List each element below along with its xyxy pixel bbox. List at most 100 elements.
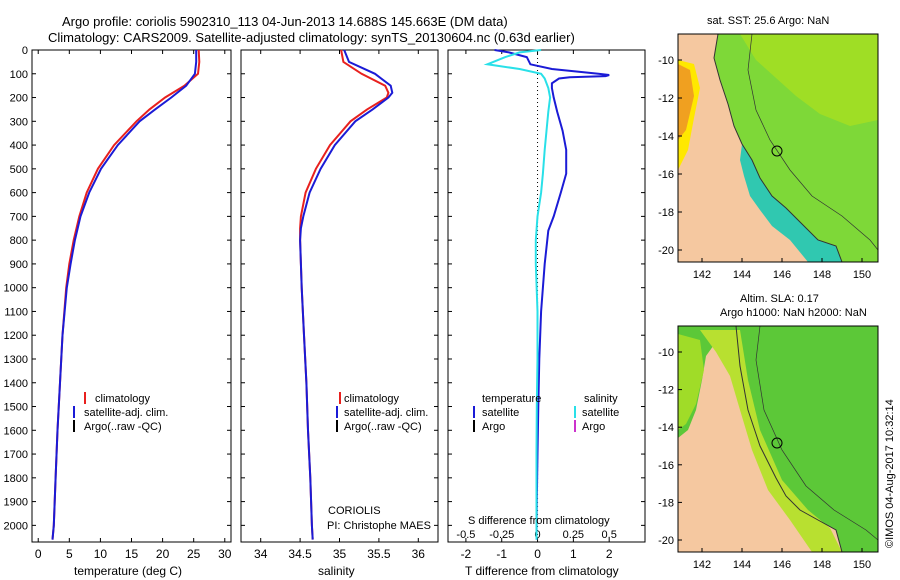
- sla-map-shelf: [700, 330, 842, 552]
- depth-tick-label: 200: [10, 93, 28, 105]
- figure-title-line1: Argo profile: coriolis 5902310_113 04-Ju…: [62, 14, 508, 29]
- map-y-tick-label: -16: [658, 460, 674, 472]
- x-tick-label: 1: [570, 547, 577, 561]
- depth-tick-label: 800: [10, 235, 28, 247]
- sst-map: [677, 33, 879, 263]
- sst-map-coast: [713, 33, 843, 263]
- sla-map-ocean: [678, 326, 878, 552]
- map-x-tick-label: 148: [813, 269, 831, 281]
- x-tick-label: 34.5: [288, 547, 312, 561]
- map-x-tick-label: 142: [693, 269, 711, 281]
- s-tick-label: -0.25: [489, 529, 514, 541]
- depth-tick-label: 2000: [4, 520, 28, 532]
- series-layer: [51, 49, 610, 540]
- x-tick-label: 10: [94, 547, 108, 561]
- series-climatology: [299, 49, 390, 540]
- s-difference-axis-label: S difference from climatology: [468, 515, 610, 527]
- legend-label-satellite: satellite-adj. clim.: [344, 407, 428, 419]
- depth-tick-label: 1200: [4, 330, 28, 342]
- legend-header-temperature: temperature: [482, 393, 541, 405]
- temperature-axis-label: temperature (deg C): [74, 564, 182, 578]
- map-x-tick-label: 142: [693, 559, 711, 571]
- sst-map-profile-marker: [771, 145, 783, 157]
- map-x-tick-label: 150: [853, 559, 871, 571]
- map-y-tick-label: -12: [658, 385, 674, 397]
- depth-tick-label: 1000: [4, 283, 28, 295]
- pi-label: PI: Christophe MAES: [327, 520, 431, 532]
- sla-map-gulf-patch: [678, 334, 704, 430]
- sst-map-isobath: [747, 33, 879, 251]
- legend-header-salinity: salinity: [584, 393, 618, 405]
- map-y-tick-label: -10: [658, 55, 674, 67]
- depth-tick-label: 1600: [4, 425, 28, 437]
- x-tick-label: -1: [496, 547, 507, 561]
- legend-label-s-argo: Argo: [582, 421, 605, 433]
- data-centre-label: CORIOLIS: [328, 505, 381, 517]
- depth-tick-label: 1700: [4, 449, 28, 461]
- sla-map: [677, 325, 879, 553]
- x-tick-label: 15: [125, 547, 139, 561]
- x-tick-label: 5: [66, 547, 73, 561]
- legend-label-satellite: satellite-adj. clim.: [84, 407, 168, 419]
- map-x-tick-label: 144: [733, 269, 751, 281]
- map-y-tick-label: -14: [658, 422, 674, 434]
- x-tick-label: 0: [534, 547, 541, 561]
- depth-tick-label: 400: [10, 140, 28, 152]
- salinity-legend: climatology satellite-adj. clim. Argo(..…: [336, 392, 428, 433]
- depth-tick-label: 100: [10, 69, 28, 81]
- depth-tick-label: 1800: [4, 473, 28, 485]
- t-difference-axis-label: T difference from climatology: [465, 564, 619, 578]
- depth-tick-label: 900: [10, 259, 28, 271]
- map-y-tick-label: -14: [658, 131, 674, 143]
- series-satellite-adj-clim-: [51, 50, 198, 540]
- map-y-tick-label: -20: [658, 245, 674, 257]
- sla-map-profile-marker: [771, 437, 783, 449]
- legend-label-t-argo: Argo: [482, 421, 505, 433]
- legend-label-argo: Argo(..raw -QC): [344, 421, 422, 433]
- depth-tick-label: 500: [10, 164, 28, 176]
- difference-panel: [447, 49, 646, 543]
- x-tick-label: 35.5: [367, 547, 391, 561]
- sst-map-gulf-warm: [678, 64, 694, 140]
- series-s-satellite: [483, 49, 552, 540]
- legend-label-t-satellite: satellite: [482, 407, 519, 419]
- depth-tick-label: 600: [10, 188, 28, 200]
- legend-label-climatology: climatology: [95, 393, 151, 405]
- map-x-tick-label: 150: [853, 269, 871, 281]
- sst-map-warm-patch: [740, 34, 878, 126]
- map-x-tick-label: 146: [773, 559, 791, 571]
- series-satellite-adj-clim-: [299, 49, 394, 540]
- map-x-tick-label: 144: [733, 559, 751, 571]
- depth-tick-label: 1100: [4, 306, 28, 318]
- series-t-satellite: [494, 49, 610, 540]
- figure-title-line2: Climatology: CARS2009. Satellite-adjuste…: [48, 30, 575, 45]
- salinity-panel: [240, 49, 439, 543]
- legend-label-climatology: climatology: [344, 393, 400, 405]
- axes-layer: 0100200300400500600700800900100011001200…: [4, 45, 645, 561]
- depth-tick-label: 1400: [4, 378, 28, 390]
- map-y-tick-label: -10: [658, 347, 674, 359]
- x-tick-label: 35: [333, 547, 347, 561]
- map-y-tick-label: -20: [658, 535, 674, 547]
- temperature-panel: [31, 49, 232, 543]
- map-x-tick-label: 146: [773, 269, 791, 281]
- map-y-tick-label: -18: [658, 497, 674, 509]
- map-y-tick-label: -16: [658, 169, 674, 181]
- legend-label-s-satellite: satellite: [582, 407, 619, 419]
- sla-map-title1: Altim. SLA: 0.17: [740, 293, 819, 305]
- sst-map-cool-band: [740, 144, 842, 262]
- depth-tick-label: 700: [10, 211, 28, 223]
- map-ticks: 142 144 146 148 150 -10 -12 -14 -16 -18 -20 142 144 1…: [658, 55, 871, 571]
- sla-map-coast: [735, 325, 843, 553]
- legend-label-argo: Argo(..raw -QC): [84, 421, 162, 433]
- x-tick-label: 2: [606, 547, 613, 561]
- x-tick-label: 36: [412, 547, 426, 561]
- map-x-tick-label: 148: [813, 559, 831, 571]
- map-y-tick-label: -18: [658, 207, 674, 219]
- sla-map-title2: Argo h1000: NaN h2000: NaN: [720, 307, 867, 319]
- sla-map-frame: [677, 325, 879, 553]
- temperature-legend: climatology satellite-adj. clim. Argo(..…: [73, 392, 168, 433]
- depth-tick-label: 1500: [4, 402, 28, 414]
- x-tick-label: 34: [254, 547, 268, 561]
